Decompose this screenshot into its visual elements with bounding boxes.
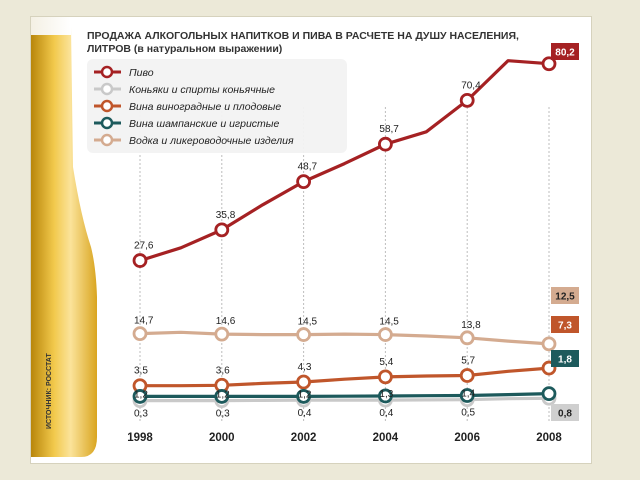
series-line-пиво (139, 59, 550, 263)
series-line-вина-виноградные-и-плодовые (140, 366, 550, 388)
data-point (377, 369, 393, 385)
x-tick-label: 2002 (291, 432, 317, 444)
legend-label-вина-шампанские-и-игристые: Вина шампанские и игристые (129, 118, 280, 130)
legend-swatch-marker (100, 82, 114, 96)
data-label: 1,2 (298, 389, 312, 400)
legend-swatch-marker (100, 116, 114, 130)
data-label: 4,3 (298, 362, 312, 373)
data-label: 5,7 (461, 355, 475, 366)
data-point (541, 56, 557, 72)
data-label: 0,4 (298, 408, 312, 419)
data-label: 0,4 (379, 408, 393, 419)
data-label: 48,7 (298, 162, 318, 173)
series-line-вина-шампанские-и-игристые (140, 392, 550, 398)
data-label: 3,6 (216, 365, 230, 376)
data-point (296, 174, 312, 190)
chart-frame: ПРОДАЖА АЛКОГОЛЬНЫХ НАПИТКОВ И ПИВА В РА… (31, 17, 591, 463)
data-label: 13,8 (461, 320, 481, 331)
legend-label-коньяки-и-спирты-коньячные: Коньяки и спирты коньячные (129, 84, 275, 96)
data-point (214, 326, 230, 342)
legend-label-пиво: Пиво (129, 67, 154, 79)
data-point (214, 222, 230, 238)
chart-title-line: ЛИТРОВ (в натуральном выражении) (87, 43, 282, 55)
data-label: 5,4 (379, 357, 393, 368)
end-badge (551, 404, 579, 421)
data-point (459, 330, 475, 346)
data-label: 27,6 (134, 241, 154, 252)
x-tick-label: 2008 (536, 432, 562, 444)
data-point (377, 327, 393, 342)
data-point (132, 253, 148, 268)
source-note: ИСТОЧНИК: РОССТАТ (46, 352, 53, 429)
end-badge-value: 1,8 (558, 355, 572, 366)
end-badge (551, 350, 579, 367)
end-badge-value: 7,3 (558, 321, 572, 332)
end-badge-value: 12,5 (555, 292, 575, 303)
data-label: 14,5 (298, 317, 318, 328)
data-point (296, 374, 312, 390)
data-point (459, 93, 475, 108)
data-point (541, 386, 557, 402)
data-label: 14,5 (379, 317, 399, 328)
chart-grid (139, 107, 550, 422)
data-point (377, 136, 393, 152)
data-label: 70,4 (461, 80, 481, 91)
chart-data-labels: 27,6 35,8 48,7 58,7 70,4 0,3 0,3 0,4 0,4 0,5 3,5 3,… (134, 80, 481, 419)
data-label: 14,6 (216, 316, 236, 327)
data-label: 0,5 (461, 408, 475, 419)
data-label: 1,3 (379, 389, 393, 400)
chart-canvas: ПРОДАЖА АЛКОГОЛЬНЫХ НАПИТКОВ И ПИВА В РА… (31, 17, 579, 457)
data-label: 3,5 (134, 366, 148, 377)
data-point (296, 327, 312, 342)
end-badge (551, 43, 579, 60)
data-label: 58,7 (379, 124, 399, 135)
chart-end-badges: 80,2 0,8 7,3 1,8 12,5 (551, 43, 579, 421)
data-label: 1,2 (216, 389, 230, 400)
series-line-водка-и-ликероводочные-изделия (139, 330, 550, 346)
x-axis-ticks: 1998 2000 2002 2004 2006 2008 (127, 432, 562, 444)
data-point (132, 389, 148, 404)
data-point (541, 336, 557, 352)
chart-series (132, 56, 557, 409)
end-badge (551, 316, 579, 333)
data-point (132, 326, 148, 342)
legend-box (87, 59, 347, 153)
end-badge-value: 80,2 (555, 48, 575, 59)
chart-title-line: ПРОДАЖА АЛКОГОЛЬНЫХ НАПИТКОВ И ПИВА В РА… (87, 30, 519, 42)
x-tick-label: 2000 (209, 432, 235, 444)
chart-legend: Пиво Коньяки и спирты коньячные Вина виног… (87, 59, 347, 153)
chart-source: ИСТОЧНИК: РОССТАТ (46, 352, 53, 429)
x-tick-label: 1998 (127, 432, 153, 444)
legend-label-вина-виноградные-и-плодовые: Вина виноградные и плодовые (129, 101, 281, 113)
chart-title: ПРОДАЖА АЛКОГОЛЬНЫХ НАПИТКОВ И ПИВА В РА… (87, 30, 519, 55)
data-label: 0,3 (216, 409, 230, 420)
x-tick-label: 2004 (373, 432, 399, 444)
data-point (377, 388, 393, 404)
legend-swatch-marker (100, 99, 114, 113)
x-tick-label: 2006 (454, 432, 480, 444)
data-point (459, 368, 475, 383)
data-point (459, 388, 475, 403)
data-label: 35,8 (216, 210, 236, 221)
data-label: 0,3 (134, 409, 148, 420)
legend-swatch-marker (100, 133, 114, 147)
legend-swatch-marker (100, 65, 114, 79)
data-point (214, 389, 230, 404)
data-label: 1,2 (134, 389, 148, 400)
data-label: 1,4 (461, 388, 475, 399)
beer-bottle-illustration (31, 17, 97, 457)
end-badge (551, 287, 579, 304)
data-point (296, 389, 312, 404)
end-badge-value: 0,8 (558, 409, 572, 420)
series-line-коньяки-и-спирты-коньячные (140, 396, 550, 403)
legend-label-водка-и-ликероводочные-изделия: Водка и ликероводочные изделия (129, 135, 294, 147)
data-label: 14,7 (134, 316, 154, 327)
